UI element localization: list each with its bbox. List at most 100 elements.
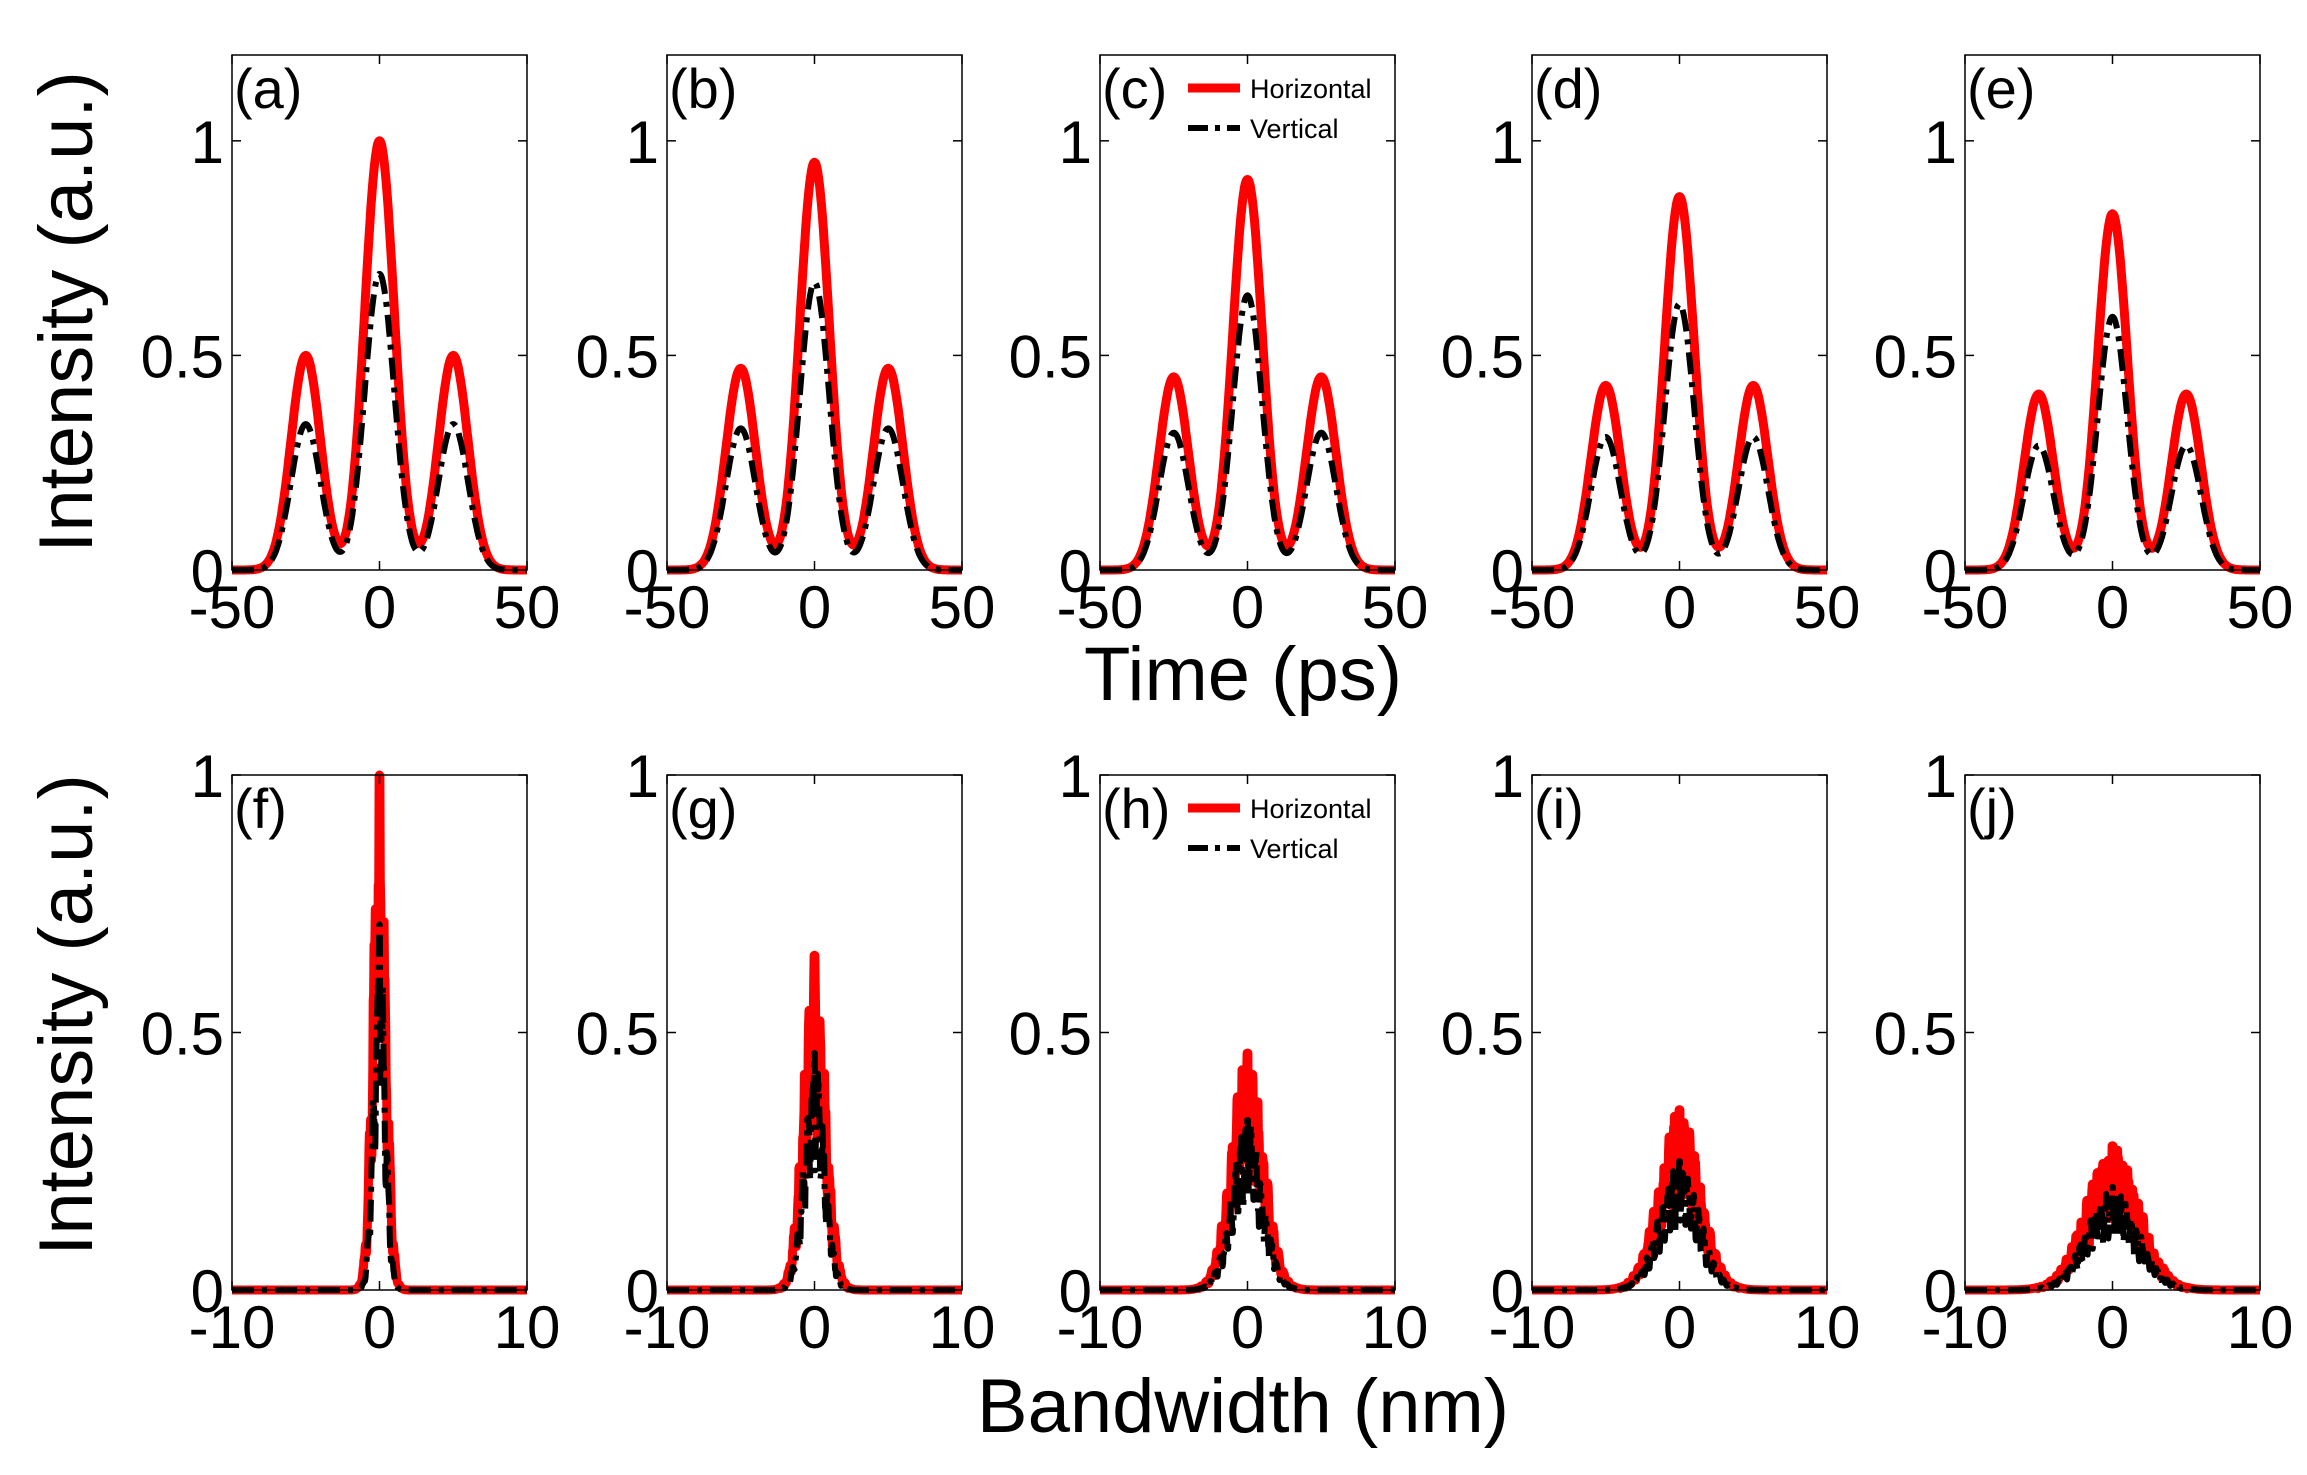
x-tick-label: -10 — [624, 1294, 711, 1361]
y-tick-label: 1 — [626, 743, 659, 810]
vertical-series-line — [229, 270, 530, 573]
legend-vertical-label: Vertical — [1250, 834, 1339, 864]
y-tick-label: 0 — [1491, 1258, 1524, 1325]
legend-horizontal-label: Horizontal — [1250, 74, 1372, 104]
panel-label: (d) — [1534, 57, 1602, 120]
x-tick-label: 0 — [363, 574, 396, 641]
y-tick-label: 0 — [191, 1258, 224, 1325]
y-tick-label: 1 — [191, 743, 224, 810]
x-tick-label: 50 — [2227, 574, 2294, 641]
panel-d: 00.51-50 0 50(d) — [1441, 54, 1861, 641]
y-tick-label: 1 — [1491, 109, 1524, 176]
horizontal-series-line — [228, 136, 531, 575]
y-tick-label: 0 — [626, 1258, 659, 1325]
y-tick-label: 0.5 — [1441, 323, 1524, 390]
x-tick-label: -50 — [1922, 574, 2009, 641]
top-x-axis-title: Time (ps) — [1084, 632, 1402, 717]
axes-box — [1531, 774, 1828, 1291]
x-tick-label: -10 — [189, 1294, 276, 1361]
axes-box — [1531, 54, 1828, 571]
x-tick-label: 10 — [1794, 1294, 1861, 1361]
vertical-series-line — [229, 921, 530, 1293]
x-tick-label: -50 — [189, 574, 276, 641]
legend-vertical-label: Vertical — [1250, 114, 1339, 144]
panel-label: (f) — [234, 777, 287, 840]
panel-label: (a) — [234, 57, 302, 120]
x-tick-label: 10 — [1362, 1294, 1429, 1361]
panel-label: (c) — [1102, 57, 1167, 120]
y-tick-label: 1 — [1924, 743, 1957, 810]
y-tick-label: 0 — [626, 538, 659, 605]
panel-label: (b) — [669, 57, 737, 120]
x-tick-label: 0 — [1663, 1294, 1696, 1361]
y-tick-label: 1 — [1059, 743, 1092, 810]
axes-box — [1099, 774, 1396, 1291]
horizontal-series-line — [662, 950, 967, 1295]
y-tick-label: 0 — [1924, 538, 1957, 605]
vertical-series-line — [664, 1050, 965, 1293]
y-tick-label: 0 — [1059, 538, 1092, 605]
top-y-axis-title: Intensity (a.u.) — [24, 71, 109, 553]
panel-j: 00.51-10 0 10(j) — [1874, 743, 2294, 1361]
y-tick-label: 0.5 — [1009, 323, 1092, 390]
x-tick-label: -10 — [1489, 1294, 1576, 1361]
x-tick-label: -50 — [624, 574, 711, 641]
x-tick-label: -50 — [1489, 574, 1576, 641]
panel-b: 00.51-50 0 50(b) — [576, 54, 996, 641]
legend: Horizontal Vertical — [1188, 74, 1372, 144]
y-tick-label: 0.5 — [1009, 1001, 1092, 1068]
x-tick-label: 50 — [929, 574, 996, 641]
vertical-series-line — [1097, 292, 1398, 573]
y-tick-label: 1 — [191, 109, 224, 176]
y-tick-label: 0.5 — [1874, 1001, 1957, 1068]
y-tick-label: 1 — [1924, 109, 1957, 176]
panel-f: 00.51-10 0 10(f) — [141, 743, 561, 1361]
x-tick-label: 0 — [2096, 574, 2129, 641]
vertical-series-line — [1529, 300, 1830, 573]
bottom-y-axis-title: Intensity (a.u.) — [24, 774, 109, 1256]
x-tick-label: 0 — [1231, 1294, 1264, 1361]
x-tick-label: 0 — [2096, 1294, 2129, 1361]
legend: Horizontal Vertical — [1188, 794, 1372, 864]
horizontal-series-line — [1528, 192, 1831, 575]
x-tick-label: 0 — [798, 574, 831, 641]
x-tick-label: 0 — [363, 1294, 396, 1361]
y-tick-label: 0 — [1491, 538, 1524, 605]
y-tick-label: 0 — [191, 538, 224, 605]
horizontal-series-line — [663, 157, 966, 575]
vertical-series-line — [1097, 1117, 1398, 1293]
vertical-series-line — [1529, 1158, 1830, 1293]
x-tick-label: -10 — [1922, 1294, 2009, 1361]
panel-i: 00.51-10 0 10(i) — [1441, 743, 1861, 1361]
axes-box — [1099, 54, 1396, 571]
x-tick-label: 50 — [494, 574, 561, 641]
panel-label: (e) — [1967, 57, 2035, 120]
x-tick-label: 0 — [1231, 574, 1264, 641]
horizontal-series-line — [1096, 175, 1399, 575]
horizontal-series-line — [1961, 209, 2264, 575]
y-tick-label: 1 — [1059, 109, 1092, 176]
y-tick-label: 1 — [1491, 743, 1524, 810]
x-tick-label: -10 — [1057, 1294, 1144, 1361]
y-tick-label: 0.5 — [576, 1001, 659, 1068]
x-tick-label: 10 — [494, 1294, 561, 1361]
x-tick-label: -50 — [1057, 574, 1144, 641]
panel-e: 00.51-50 0 50(e) — [1874, 54, 2294, 641]
y-tick-label: 0.5 — [141, 1001, 224, 1068]
x-tick-label: 50 — [1794, 574, 1861, 641]
y-tick-label: 0.5 — [1441, 1001, 1524, 1068]
panel-label: (i) — [1534, 777, 1584, 840]
y-tick-label: 0 — [1059, 1258, 1092, 1325]
y-tick-label: 0.5 — [1874, 323, 1957, 390]
axes-box — [1964, 54, 2261, 571]
vertical-series-line — [1962, 1184, 2263, 1293]
axes-box — [231, 54, 528, 571]
y-tick-label: 0.5 — [576, 323, 659, 390]
legend-horizontal-label: Horizontal — [1250, 794, 1372, 824]
y-tick-label: 1 — [626, 109, 659, 176]
axes-box — [666, 54, 963, 571]
panel-g: 00.51-10 0 10(g) — [576, 743, 996, 1361]
